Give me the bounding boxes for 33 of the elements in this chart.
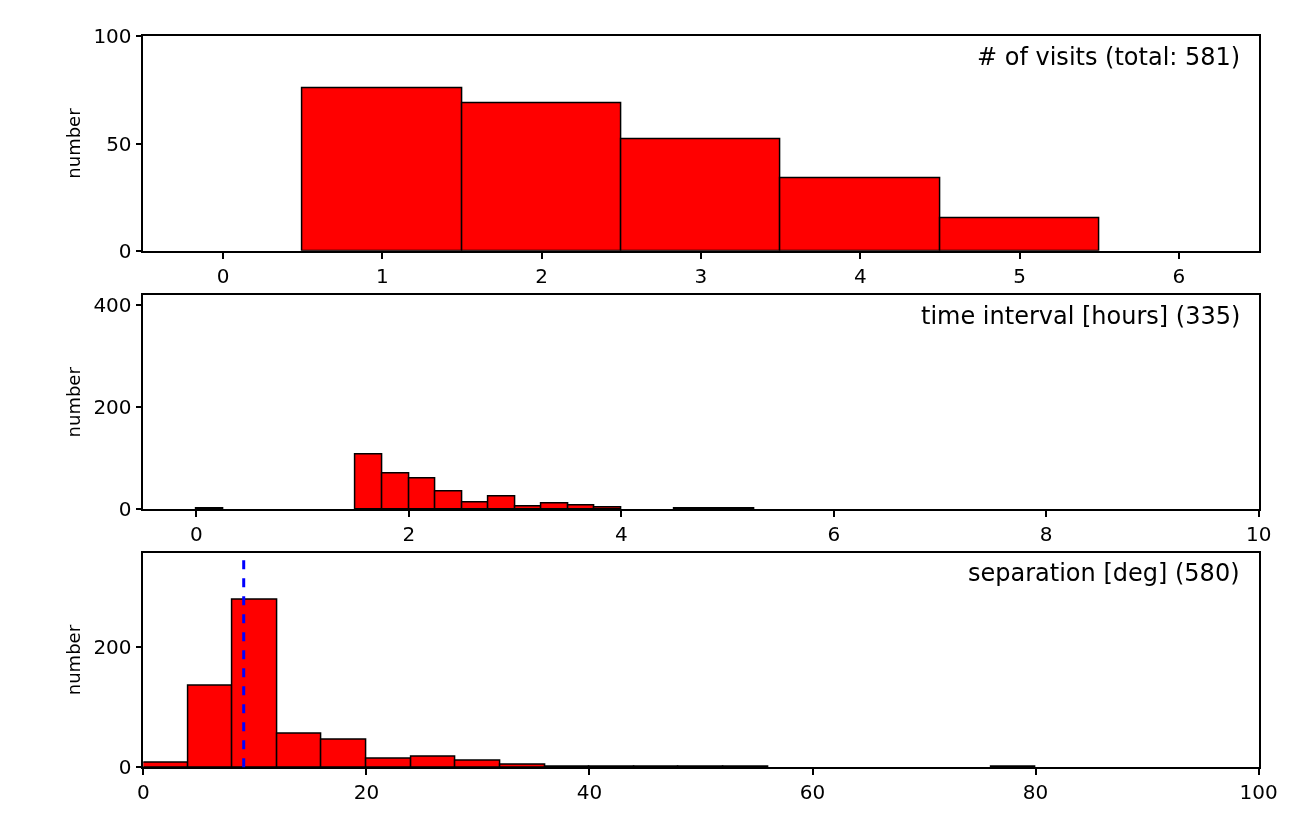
- x-tick-label: 0: [216, 263, 230, 288]
- x-tick-label: 1: [375, 263, 389, 288]
- x-tick-label: 20: [353, 780, 380, 805]
- annotation: # of visits (total: 581): [977, 43, 1241, 71]
- x-tick-label: 6: [827, 521, 841, 546]
- x-tick-label: 4: [614, 521, 628, 546]
- y-tick-label: 0: [118, 755, 132, 780]
- y-tick-label: 0: [118, 238, 132, 263]
- y-tick-label: 100: [93, 24, 132, 49]
- x-tick-label: 0: [136, 780, 150, 805]
- x-tick-label: 5: [1013, 263, 1027, 288]
- y-axis-title: number: [63, 624, 85, 696]
- y-tick-label: 0: [118, 497, 132, 522]
- x-tick-label: 3: [694, 263, 708, 288]
- x-tick-label: 2: [402, 521, 416, 546]
- y-tick-label: 50: [106, 131, 132, 156]
- y-axis-title: number: [63, 107, 85, 179]
- y-tick-label: 200: [93, 635, 132, 660]
- y-tick-label: 400: [93, 292, 132, 317]
- y-tick-label: 200: [93, 394, 132, 419]
- x-tick-label: 0: [190, 521, 203, 546]
- x-tick-label: 80: [1022, 780, 1049, 805]
- x-tick-label: 4: [853, 263, 867, 288]
- annotation: separation [deg] (580): [968, 559, 1240, 587]
- x-tick-label: 40: [576, 780, 603, 805]
- x-tick-label: 100: [1239, 780, 1278, 805]
- x-tick-label: 60: [799, 780, 826, 805]
- x-tick-label: 8: [1039, 521, 1053, 546]
- x-tick-label: 6: [1172, 263, 1186, 288]
- y-axis-title: number: [63, 366, 85, 438]
- x-tick-label: 2: [535, 263, 549, 288]
- annotation: time interval [hours] (335): [921, 302, 1241, 330]
- x-tick-label: 10: [1245, 521, 1272, 546]
